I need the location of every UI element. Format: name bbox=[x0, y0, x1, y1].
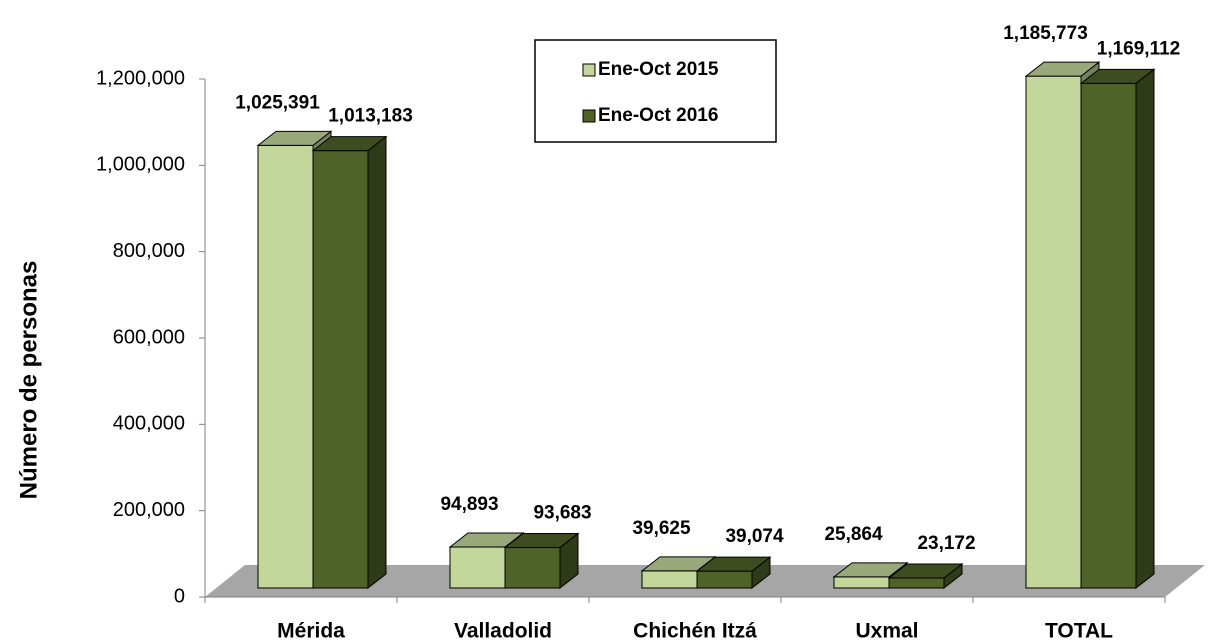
value-label: 39,074 bbox=[725, 526, 784, 547]
value-label: 25,864 bbox=[824, 524, 883, 545]
bar bbox=[1080, 82, 1137, 589]
value-label: 1,025,391 bbox=[235, 92, 320, 113]
bar-top bbox=[448, 532, 525, 548]
bar-top bbox=[695, 556, 772, 572]
legend-swatch bbox=[582, 63, 596, 77]
y-tick-label: 1,200,000 bbox=[96, 67, 185, 89]
value-label: 39,625 bbox=[632, 518, 691, 539]
bar-top bbox=[1079, 68, 1156, 84]
bar bbox=[1025, 75, 1082, 589]
y-tick-label: 600,000 bbox=[113, 326, 185, 348]
bar bbox=[888, 577, 945, 589]
y-axis-title: Número de personas bbox=[15, 261, 42, 500]
value-label: 23,172 bbox=[917, 533, 975, 554]
x-tick-label: TOTAL bbox=[1045, 620, 1113, 643]
bar bbox=[833, 576, 890, 589]
value-label: 1,169,112 bbox=[1097, 38, 1180, 59]
legend-swatch bbox=[582, 109, 596, 123]
bar-top bbox=[832, 562, 909, 578]
x-tick-label: Mérida bbox=[277, 620, 345, 643]
x-tick-label: Chichén Itzá bbox=[633, 620, 757, 643]
bar-top bbox=[887, 563, 964, 579]
value-label: 93,683 bbox=[533, 503, 591, 524]
y-tick-label: 200,000 bbox=[113, 499, 185, 521]
bar bbox=[449, 546, 506, 589]
bar bbox=[257, 144, 314, 589]
legend-label: Ene-Oct 2015 bbox=[598, 59, 719, 80]
bar-side bbox=[367, 135, 387, 590]
bar-top bbox=[311, 136, 388, 152]
value-label: 1,013,183 bbox=[328, 106, 413, 127]
bar-top bbox=[256, 130, 333, 146]
y-tick-label: 1,000,000 bbox=[96, 154, 185, 176]
bar-side bbox=[1135, 68, 1155, 590]
bar-top bbox=[1024, 61, 1101, 77]
bar-top bbox=[503, 533, 580, 549]
x-tick-label: Valladolid bbox=[454, 620, 552, 643]
y-tick-label: 0 bbox=[174, 585, 185, 607]
legend-label: Ene-Oct 2016 bbox=[598, 105, 718, 126]
bar bbox=[312, 150, 369, 589]
bar bbox=[696, 570, 753, 589]
bar bbox=[641, 570, 698, 589]
value-label: 1,185,773 bbox=[1003, 23, 1088, 44]
legend bbox=[534, 39, 777, 143]
y-tick-label: 400,000 bbox=[113, 413, 185, 435]
x-tick-label: Uxmal bbox=[855, 620, 918, 643]
y-tick-label: 800,000 bbox=[113, 240, 185, 262]
bar bbox=[504, 547, 561, 589]
value-label: 94,893 bbox=[440, 494, 498, 515]
